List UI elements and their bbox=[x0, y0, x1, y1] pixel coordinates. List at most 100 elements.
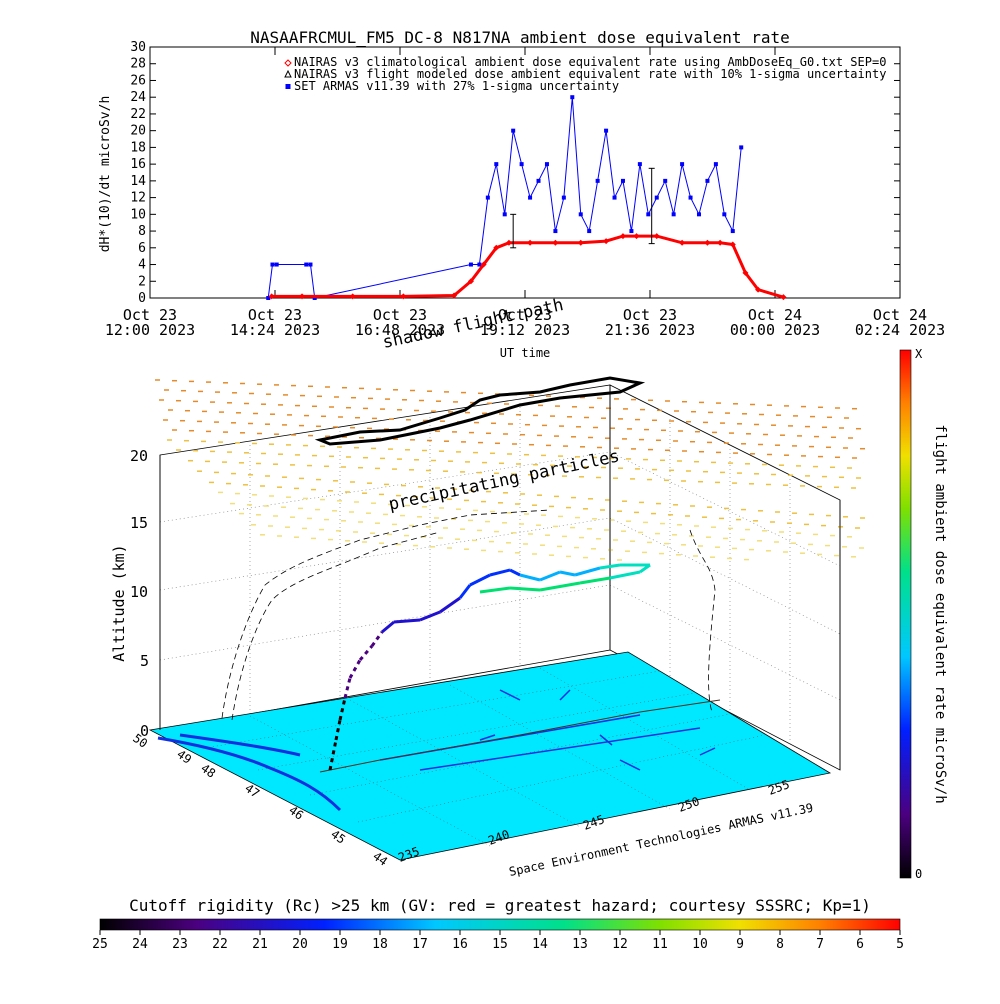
armas-point bbox=[739, 145, 744, 150]
x-tick-label-time: 12:00 2023 bbox=[105, 321, 195, 339]
rigidity-tick-label: 8 bbox=[776, 937, 784, 952]
flight-segment bbox=[519, 573, 541, 582]
altitude-axis: 20 15 10 5 0 bbox=[130, 447, 149, 740]
y-tick-label: 12 bbox=[130, 191, 146, 206]
armas-point bbox=[620, 178, 625, 183]
nairas-point bbox=[742, 269, 749, 276]
armas-point bbox=[637, 162, 642, 167]
armas-point bbox=[705, 178, 710, 183]
armas-point bbox=[730, 229, 735, 234]
armas-point bbox=[468, 262, 473, 267]
nairas-point bbox=[451, 292, 458, 299]
rigidity-colorbar-scale bbox=[99, 918, 901, 931]
legend-marker bbox=[284, 59, 292, 67]
armas-point bbox=[688, 195, 693, 200]
dose-colorbar-scale bbox=[899, 349, 912, 879]
nairas-point bbox=[717, 239, 724, 246]
flight-segment bbox=[393, 618, 421, 624]
nairas-point bbox=[653, 233, 660, 240]
x-tick-label-date: Oct 23 bbox=[498, 306, 552, 324]
rigidity-ticks: 25 24 23 22 21 20 19 18 17 16 15 14 13 12 11 10 9 8 7 6 5 bbox=[92, 930, 904, 952]
armas-point bbox=[604, 128, 609, 133]
rigidity-tick-label: 5 bbox=[896, 937, 904, 952]
longitude-axis: 235 240 245 250 255 bbox=[396, 777, 791, 865]
flight-segment bbox=[338, 697, 347, 721]
armas-point bbox=[494, 162, 499, 167]
armas-point bbox=[696, 212, 701, 217]
armas-point bbox=[528, 195, 533, 200]
nairas-point bbox=[467, 278, 474, 285]
flight-segment bbox=[419, 610, 441, 622]
flight-segment bbox=[343, 677, 352, 699]
armas-point bbox=[612, 195, 617, 200]
flight-segment bbox=[509, 568, 521, 577]
flight-path-3d bbox=[328, 563, 651, 771]
precipitating-particles-field bbox=[155, 379, 865, 561]
flight-segment bbox=[639, 563, 651, 574]
flight-segment bbox=[334, 719, 342, 741]
nairas-point bbox=[633, 233, 640, 240]
x-tick-label-date: Oct 23 bbox=[248, 306, 302, 324]
flight-segment bbox=[439, 596, 461, 614]
nairas-point bbox=[619, 233, 626, 240]
lon-tick: 240 bbox=[486, 827, 511, 848]
y-tick-label: 0 bbox=[138, 291, 146, 306]
armas-series-line bbox=[267, 97, 742, 299]
armas-point bbox=[544, 162, 549, 167]
error-bar bbox=[648, 167, 655, 245]
dose-colorbar-label: flight ambient dose equivalent rate micr… bbox=[932, 424, 948, 803]
cutoff-rigidity-floor bbox=[148, 651, 832, 861]
rigidity-tick-label: 22 bbox=[212, 937, 228, 952]
rigidity-tick-label: 16 bbox=[452, 937, 468, 952]
rigidity-tick-label: 6 bbox=[856, 937, 864, 952]
flight-segment bbox=[348, 659, 362, 679]
nairas-point bbox=[603, 238, 610, 245]
rigidity-tick-label: 17 bbox=[412, 937, 428, 952]
nairas-series-line bbox=[271, 234, 784, 299]
rigidity-tick-label: 24 bbox=[132, 937, 148, 952]
flight-segment bbox=[539, 570, 561, 582]
rigidity-colorbar-title: Cutoff rigidity (Rc) >25 km (GV: red = g… bbox=[129, 896, 871, 915]
flight-segment bbox=[539, 581, 581, 592]
x-tick-label-time: 14:24 2023 bbox=[230, 321, 320, 339]
shadow-flight-path bbox=[314, 376, 646, 446]
nairas-point bbox=[493, 244, 500, 251]
armas-point bbox=[536, 178, 541, 183]
armas-point bbox=[270, 262, 275, 267]
armas-point bbox=[304, 262, 309, 267]
armas-point bbox=[680, 162, 685, 167]
rigidity-tick-label: 12 bbox=[612, 937, 628, 952]
y-tick-label: 14 bbox=[130, 174, 146, 189]
nairas-point bbox=[729, 241, 736, 248]
armas-point bbox=[266, 296, 271, 300]
armas-point bbox=[663, 178, 668, 183]
armas-point bbox=[629, 229, 634, 234]
nairas-point bbox=[480, 261, 487, 268]
legend-label: NAIRAS v3 flight modeled dose ambient eq… bbox=[294, 67, 886, 81]
nairas-point bbox=[552, 239, 559, 246]
y-tick-label: 10 bbox=[130, 207, 146, 222]
nairas-point bbox=[299, 293, 306, 300]
rigidity-tick-label: 13 bbox=[572, 937, 588, 952]
lat-tick: 45 bbox=[328, 827, 348, 847]
altitude-tick: 5 bbox=[140, 652, 149, 670]
x-tick-label-date: Oct 23 bbox=[623, 306, 677, 324]
rigidity-tick-label: 7 bbox=[816, 937, 824, 952]
rigidity-tick-label: 18 bbox=[372, 937, 388, 952]
chart-title: NASAAFRCMUL_FM5 DC-8 N817NA ambient dose… bbox=[250, 28, 789, 47]
y-tick-label: 2 bbox=[138, 274, 146, 289]
altitude-label: Altitude (km) bbox=[110, 544, 128, 661]
lat-tick: 47 bbox=[242, 781, 262, 801]
altitude-tick: 20 bbox=[130, 447, 148, 465]
nairas-point bbox=[527, 239, 534, 246]
nairas-point bbox=[400, 293, 407, 300]
nairas-point bbox=[679, 239, 686, 246]
ground-track bbox=[319, 699, 721, 773]
armas-point bbox=[654, 195, 659, 200]
armas-point bbox=[312, 296, 317, 300]
y-tick-label: 26 bbox=[130, 73, 146, 88]
rigidity-tick-label: 19 bbox=[332, 937, 348, 952]
